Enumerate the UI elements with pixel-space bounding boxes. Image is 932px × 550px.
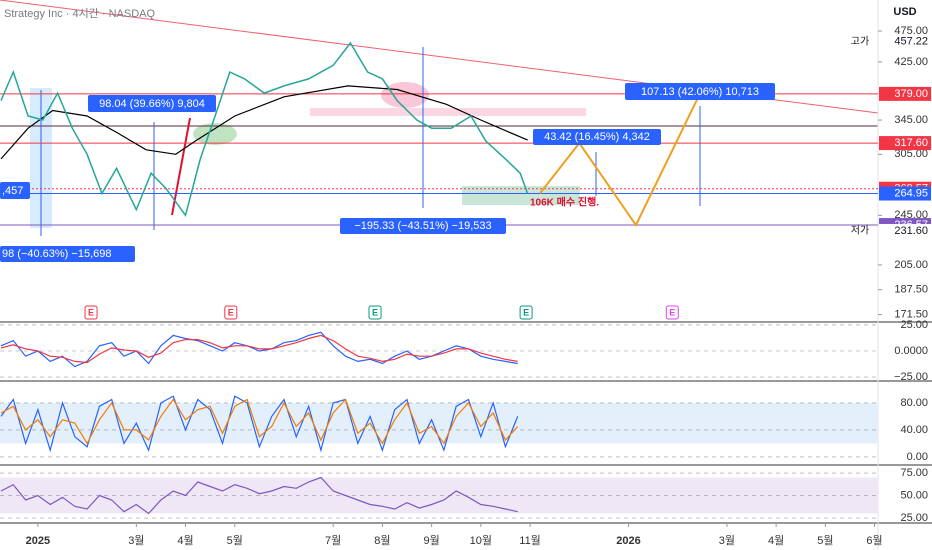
y-tick-label: 305.00 (894, 148, 928, 160)
level-label: 379.00 (894, 88, 928, 100)
x-tick-label: 3월 (719, 534, 735, 547)
annotation-box (340, 218, 506, 234)
annotation-box (533, 129, 661, 145)
y-tick-label: 25.00 (900, 512, 928, 524)
y-tick-label: 0.0000 (894, 345, 928, 357)
buy-zone (462, 186, 580, 205)
x-tick-label: 8월 (374, 534, 390, 547)
annotation: 98 (−40.63%) −15,698 (2, 248, 111, 260)
annotation-box (625, 83, 775, 100)
x-tick-label: 10월 (470, 534, 492, 547)
stoch-line (0, 395, 519, 453)
earnings-marker (519, 305, 533, 320)
annotation: −195.33 (−43.51%) −19,533 (354, 220, 491, 232)
x-tick-label: 2026 (616, 535, 640, 547)
x-tick-label: 4월 (768, 534, 784, 547)
annotation: 107.13 (42.06%) 10,713 (641, 86, 759, 98)
resistance-zone (310, 108, 586, 116)
x-tick-label: 7월 (325, 534, 341, 547)
x-tick-label: 11월 (519, 534, 541, 547)
level-label-box (879, 86, 931, 101)
earnings-label: E (669, 307, 675, 317)
y-tick-label: 425.00 (894, 56, 928, 68)
x-tick-label: 9월 (423, 534, 439, 547)
y-tick-label: −25.00 (894, 371, 928, 383)
high-tag: 고가 (851, 35, 869, 47)
chart-title: Strategy Inc · 4시간 · NASDAQ (4, 7, 156, 20)
low-label: 231.60 (894, 225, 928, 237)
level-label-box (879, 136, 931, 151)
level-label-box (879, 186, 931, 201)
x-tick-label: 2025 (26, 535, 50, 547)
annotation-box (88, 95, 216, 112)
y-tick-label: 40.00 (900, 424, 928, 436)
y-tick-label: 187.50 (894, 284, 928, 296)
y-tick-label: 50.00 (900, 489, 928, 501)
level-label: 264.95 (894, 187, 928, 199)
projection (539, 93, 701, 228)
earnings-marker (84, 305, 98, 320)
macd-line (0, 334, 518, 364)
annotation: 106K 매수 진행. (530, 196, 599, 209)
x-tick-label: 3월 (128, 534, 144, 547)
annotations: 98.04 (39.66%) 9,804 −195.33 (−43.51%) −… (0, 83, 775, 262)
earnings-label: E (88, 307, 94, 317)
price-line (0, 41, 529, 218)
rsi-line (0, 476, 518, 515)
earnings-label: E (228, 307, 234, 317)
low-tag: 저가 (851, 225, 869, 237)
y-tick-label: 475.00 (894, 25, 928, 37)
x-tick-label: 6월 (866, 534, 882, 547)
x-tick-label: 5월 (227, 534, 243, 547)
earnings-label: E (372, 307, 378, 317)
currency: USD (893, 6, 916, 18)
y-tick-label: 80.00 (900, 397, 928, 409)
y-tick-label: 205.00 (894, 259, 928, 271)
annotation: ,457 (2, 185, 23, 197)
annotation: 98.04 (39.66%) 9,804 (99, 98, 205, 110)
y-tick-label: 345.00 (894, 114, 928, 126)
earnings-marker (665, 305, 679, 320)
y-tick-label: 0.00 (907, 451, 928, 463)
highlight (381, 82, 429, 108)
high-label: 457.22 (894, 36, 928, 48)
annotation-box (0, 182, 30, 199)
x-tick-label: 5월 (817, 534, 833, 547)
y-tick-label: 171.50 (894, 309, 928, 321)
level-label: 317.60 (894, 137, 928, 149)
annotation-box (0, 246, 135, 262)
x-tick-label: 4월 (177, 534, 193, 547)
earnings-marker (368, 305, 382, 320)
highlight (193, 123, 237, 145)
earnings-marker (224, 305, 238, 320)
moving-average (0, 85, 528, 160)
stoch-line (0, 398, 519, 445)
y-tick-label: 75.00 (900, 467, 928, 479)
y-tick-label: 25.00 (900, 319, 928, 331)
high-label-box (879, 34, 932, 49)
annotation: 43.42 (16.45%) 4,342 (544, 131, 650, 143)
low-label-box (879, 223, 932, 238)
earnings-label: E (523, 307, 529, 317)
arrow (171, 117, 191, 216)
